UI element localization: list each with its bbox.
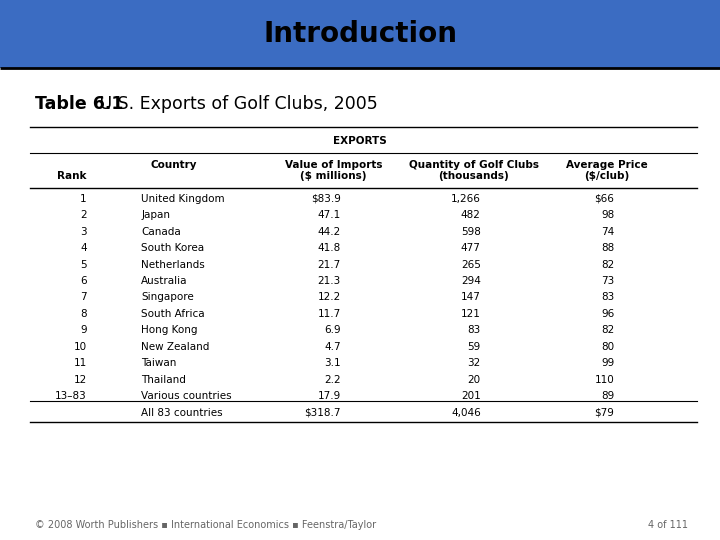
Text: 147: 147 <box>461 293 481 302</box>
Text: U.S. Exports of Golf Clubs, 2005: U.S. Exports of Golf Clubs, 2005 <box>94 95 378 113</box>
Text: 9: 9 <box>81 326 87 335</box>
Text: 121: 121 <box>461 309 481 319</box>
Text: Singapore: Singapore <box>141 293 194 302</box>
Text: 4: 4 <box>81 243 87 253</box>
Text: 6: 6 <box>81 276 87 286</box>
Text: $318.7: $318.7 <box>305 408 341 418</box>
Text: Hong Kong: Hong Kong <box>141 326 198 335</box>
Text: Value of Imports: Value of Imports <box>285 160 382 170</box>
Text: 4.7: 4.7 <box>324 342 341 352</box>
Text: 44.2: 44.2 <box>318 227 341 237</box>
Text: 265: 265 <box>461 260 481 269</box>
Text: Table 6.1: Table 6.1 <box>35 95 123 113</box>
Text: 21.7: 21.7 <box>318 260 341 269</box>
Text: 11: 11 <box>73 359 87 368</box>
Text: 20: 20 <box>468 375 481 385</box>
Text: EXPORTS: EXPORTS <box>333 136 387 146</box>
Text: $79: $79 <box>594 408 614 418</box>
Text: 32: 32 <box>467 359 481 368</box>
Text: 8: 8 <box>81 309 87 319</box>
Text: $83.9: $83.9 <box>311 194 341 204</box>
Text: 89: 89 <box>601 392 614 401</box>
Text: 83: 83 <box>601 293 614 302</box>
Text: 4,046: 4,046 <box>451 408 481 418</box>
Text: 99: 99 <box>601 359 614 368</box>
Text: 98: 98 <box>601 210 614 220</box>
Text: ($/club): ($/club) <box>585 171 629 180</box>
Text: Average Price: Average Price <box>566 160 648 170</box>
Text: 21.3: 21.3 <box>318 276 341 286</box>
Text: 82: 82 <box>601 260 614 269</box>
Text: South Korea: South Korea <box>141 243 204 253</box>
Text: 11.7: 11.7 <box>318 309 341 319</box>
Text: Canada: Canada <box>141 227 181 237</box>
Text: 477: 477 <box>461 243 481 253</box>
Text: 1: 1 <box>81 194 87 204</box>
Text: ($ millions): ($ millions) <box>300 171 367 180</box>
Text: 201: 201 <box>461 392 481 401</box>
Text: 12.2: 12.2 <box>318 293 341 302</box>
Text: 80: 80 <box>601 342 614 352</box>
Text: 13–83: 13–83 <box>55 392 87 401</box>
Text: 12: 12 <box>73 375 87 385</box>
Text: 3: 3 <box>81 227 87 237</box>
Text: 2: 2 <box>81 210 87 220</box>
Text: 294: 294 <box>461 276 481 286</box>
Text: All 83 countries: All 83 countries <box>141 408 222 418</box>
Text: 10: 10 <box>73 342 87 352</box>
Text: 73: 73 <box>601 276 614 286</box>
Text: 6.9: 6.9 <box>324 326 341 335</box>
Text: Taiwan: Taiwan <box>141 359 176 368</box>
Text: 41.8: 41.8 <box>318 243 341 253</box>
Text: Rank: Rank <box>58 171 87 180</box>
Text: South Africa: South Africa <box>141 309 204 319</box>
Text: 4 of 111: 4 of 111 <box>647 520 688 530</box>
Text: 47.1: 47.1 <box>318 210 341 220</box>
Text: 88: 88 <box>601 243 614 253</box>
Text: 1,266: 1,266 <box>451 194 481 204</box>
Text: Thailand: Thailand <box>141 375 186 385</box>
Text: Netherlands: Netherlands <box>141 260 205 269</box>
Text: United Kingdom: United Kingdom <box>141 194 225 204</box>
Text: 482: 482 <box>461 210 481 220</box>
Text: 82: 82 <box>601 326 614 335</box>
Text: Country: Country <box>150 160 197 170</box>
Text: (thousands): (thousands) <box>438 171 509 180</box>
Text: 7: 7 <box>81 293 87 302</box>
Text: 3.1: 3.1 <box>324 359 341 368</box>
Text: 5: 5 <box>81 260 87 269</box>
Text: Australia: Australia <box>141 276 188 286</box>
Text: Various countries: Various countries <box>141 392 232 401</box>
Text: 2.2: 2.2 <box>324 375 341 385</box>
Text: 74: 74 <box>601 227 614 237</box>
Text: 17.9: 17.9 <box>318 392 341 401</box>
Text: 598: 598 <box>461 227 481 237</box>
Text: © 2008 Worth Publishers ▪ International Economics ▪ Feenstra/Taylor: © 2008 Worth Publishers ▪ International … <box>35 520 376 530</box>
Text: New Zealand: New Zealand <box>141 342 210 352</box>
FancyBboxPatch shape <box>0 0 720 68</box>
Text: $66: $66 <box>594 194 614 204</box>
Text: Quantity of Golf Clubs: Quantity of Golf Clubs <box>409 160 539 170</box>
Text: 96: 96 <box>601 309 614 319</box>
Text: 59: 59 <box>467 342 481 352</box>
Text: 110: 110 <box>595 375 614 385</box>
Text: Introduction: Introduction <box>263 20 457 48</box>
Text: Japan: Japan <box>141 210 170 220</box>
Text: 83: 83 <box>467 326 481 335</box>
